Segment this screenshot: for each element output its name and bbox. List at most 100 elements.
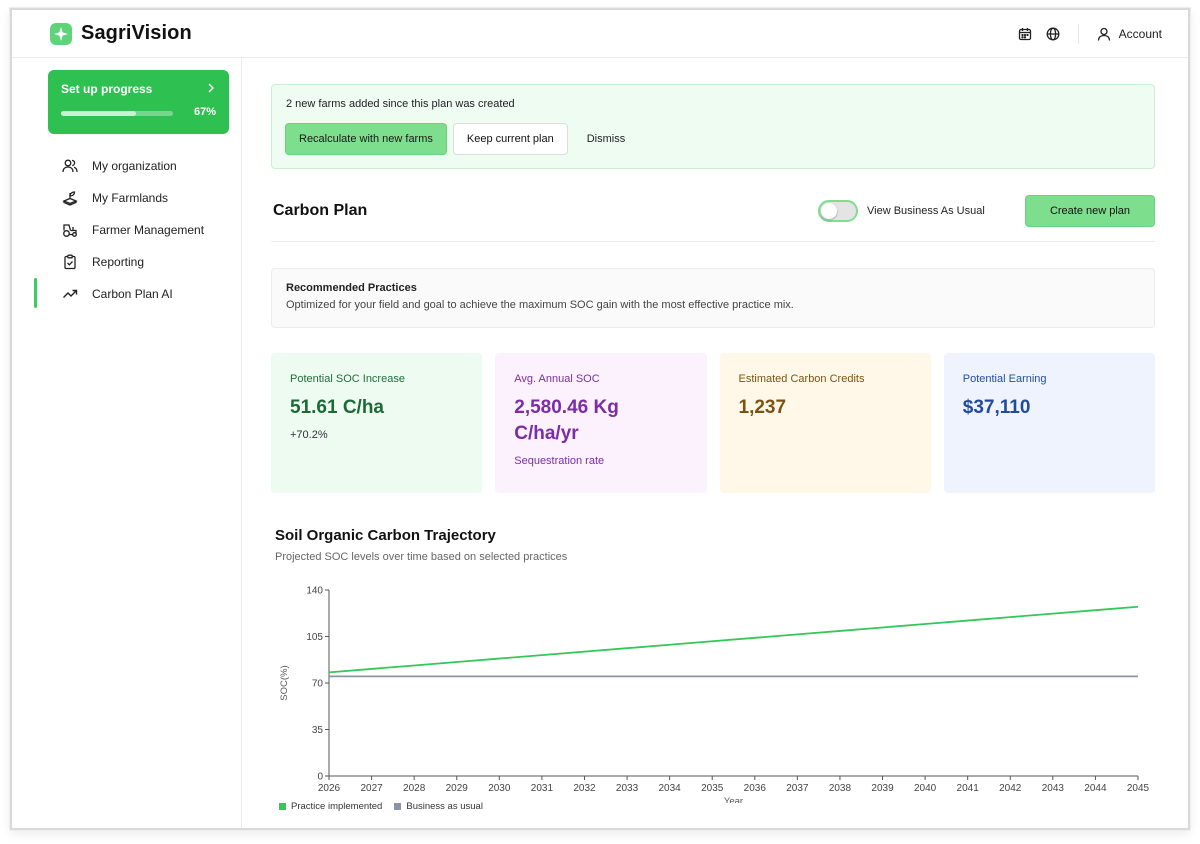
recommended-description: Optimized for your field and goal to ach… xyxy=(286,299,794,311)
setup-title: Set up progress xyxy=(61,82,153,96)
x-tick-label: 2028 xyxy=(403,783,426,794)
setup-progress-card[interactable]: Set up progress 67% xyxy=(48,70,229,134)
account-menu[interactable]: Account xyxy=(1097,27,1162,41)
stats-row: Potential SOC Increase 51.61 C/ha +70.2%… xyxy=(271,353,1155,493)
sidebar-item-label: My Farmlands xyxy=(92,191,169,205)
x-tick-label: 2044 xyxy=(1084,783,1107,794)
users-icon xyxy=(62,158,78,174)
x-tick-label: 2026 xyxy=(318,783,341,794)
sidebar: Set up progress 67% My organization My F… xyxy=(12,58,242,828)
setup-percent: 67% xyxy=(193,106,216,118)
trending-up-icon xyxy=(62,286,78,302)
setup-progress-fill xyxy=(61,111,137,116)
legend-item: Practice implemented xyxy=(279,801,382,812)
sprout-icon xyxy=(62,190,78,206)
legend-swatch xyxy=(394,803,402,810)
legend-label: Business as usual xyxy=(406,801,483,812)
legend-swatch xyxy=(279,803,286,810)
sidebar-item-label: Reporting xyxy=(92,255,145,269)
x-tick-label: 2030 xyxy=(488,783,511,794)
bau-toggle[interactable] xyxy=(818,200,858,222)
series-line-practice-implemented xyxy=(328,605,1139,674)
x-tick-label: 2043 xyxy=(1042,783,1065,794)
bau-toggle-label: View Business As Usual xyxy=(867,205,985,217)
soc-line-chart: 0 35 70 105 140 2026 2027 2028 2029 2030 2031 2032 2… xyxy=(279,586,1150,804)
stat-label: Avg. Annual SOC xyxy=(514,373,600,385)
y-tick-label: 70 xyxy=(312,679,324,690)
toggle-knob xyxy=(821,203,837,219)
x-tick-label: 2041 xyxy=(957,783,980,794)
logo-icon xyxy=(50,22,72,45)
notice-text: 2 new farms added since this plan was cr… xyxy=(286,98,515,110)
sidebar-item-label: Farmer Management xyxy=(92,223,205,237)
x-tick-label: 2032 xyxy=(573,783,596,794)
y-axis-label: SOC(%) xyxy=(279,665,290,700)
stat-label: Potential Earning xyxy=(962,373,1047,385)
bau-toggle-group: View Business As Usual xyxy=(818,200,985,222)
y-tick-label: 140 xyxy=(306,586,323,597)
top-bar: SagriVision Account xyxy=(12,10,1188,58)
app-window: SagriVision Account Set up progress xyxy=(10,8,1190,830)
page-title: Carbon Plan xyxy=(273,202,368,219)
stat-value: 1,237 xyxy=(738,397,787,418)
x-tick-label: 2029 xyxy=(446,783,469,794)
sidebar-item-farmer-management[interactable]: Farmer Management xyxy=(48,214,238,246)
y-tick-label: 105 xyxy=(306,632,323,643)
app-name: SagriVision xyxy=(81,22,192,44)
x-tick-label: 2037 xyxy=(786,783,809,794)
x-tick-label: 2038 xyxy=(829,783,852,794)
stat-value: 2,580.46 Kg C/ha/yr xyxy=(514,397,619,444)
globe-icon[interactable] xyxy=(1046,27,1060,41)
x-tick-label: 2027 xyxy=(360,783,383,794)
dismiss-button[interactable]: Dismiss xyxy=(574,123,639,155)
stat-card-potential-earning: Potential Earning $37,110 xyxy=(943,353,1155,493)
chevron-right-icon xyxy=(207,81,215,96)
clipboard-icon xyxy=(62,254,78,270)
x-tick-label: 2031 xyxy=(531,783,554,794)
setup-progress-bar xyxy=(61,111,173,116)
stat-label: Estimated Carbon Credits xyxy=(738,373,865,385)
header-divider xyxy=(1077,24,1079,44)
sidebar-item-label: Carbon Plan AI xyxy=(92,287,173,301)
y-tick-label: 35 xyxy=(312,725,324,736)
x-tick-label: 2034 xyxy=(659,783,682,794)
chart-legend: Practice implemented Business as usual xyxy=(279,801,483,812)
soc-trajectory-card: Soil Organic Carbon Trajectory Projected… xyxy=(263,513,1163,828)
new-farms-notice: 2 new farms added since this plan was cr… xyxy=(271,84,1155,169)
account-label: Account xyxy=(1118,27,1162,41)
tractor-icon xyxy=(62,222,78,238)
stat-card-carbon-credits: Estimated Carbon Credits 1,237 xyxy=(719,353,931,493)
x-tick-label: 2045 xyxy=(1127,783,1150,794)
sidebar-item-my-organization[interactable]: My organization xyxy=(48,150,238,182)
x-tick-label: 2039 xyxy=(871,783,894,794)
recalculate-button[interactable]: Recalculate with new farms xyxy=(285,123,447,155)
main-content: 2 new farms added since this plan was cr… xyxy=(243,58,1188,828)
x-tick-label: 2035 xyxy=(701,783,724,794)
user-icon xyxy=(1097,27,1111,41)
sidebar-item-carbon-plan-ai[interactable]: Carbon Plan AI xyxy=(34,278,238,310)
stat-card-annual-soc: Avg. Annual SOC 2,580.46 Kg C/ha/yr Sequ… xyxy=(495,353,707,493)
x-tick-label: 2040 xyxy=(914,783,937,794)
stat-card-soc-increase: Potential SOC Increase 51.61 C/ha +70.2% xyxy=(271,353,483,493)
legend-label: Practice implemented xyxy=(291,801,383,812)
x-tick-label: 2042 xyxy=(999,783,1022,794)
chart-subtitle: Projected SOC levels over time based on … xyxy=(275,551,568,563)
keep-current-plan-button[interactable]: Keep current plan xyxy=(452,123,568,155)
x-axis-label: Year xyxy=(724,796,743,803)
recommended-practices: Recommended Practices Optimized for your… xyxy=(271,268,1155,328)
calendar-icon[interactable] xyxy=(1018,27,1032,41)
sidebar-item-label: My organization xyxy=(92,159,177,173)
plan-header: Carbon Plan View Business As Usual Creat… xyxy=(271,194,1155,242)
recommended-title: Recommended Practices xyxy=(286,282,417,294)
sidebar-item-my-farmlands[interactable]: My Farmlands xyxy=(48,182,238,214)
stat-value: $37,110 xyxy=(962,397,1031,418)
stat-label: Potential SOC Increase xyxy=(290,373,405,385)
create-new-plan-button[interactable]: Create new plan xyxy=(1025,195,1155,227)
stat-value: 51.61 C/ha xyxy=(290,397,384,418)
brand[interactable]: SagriVision xyxy=(50,22,192,45)
sidebar-item-reporting[interactable]: Reporting xyxy=(48,246,238,278)
x-tick-label: 2033 xyxy=(616,783,639,794)
chart-title: Soil Organic Carbon Trajectory xyxy=(275,527,496,544)
y-tick-label: 0 xyxy=(317,772,323,783)
x-tick-label: 2036 xyxy=(744,783,767,794)
